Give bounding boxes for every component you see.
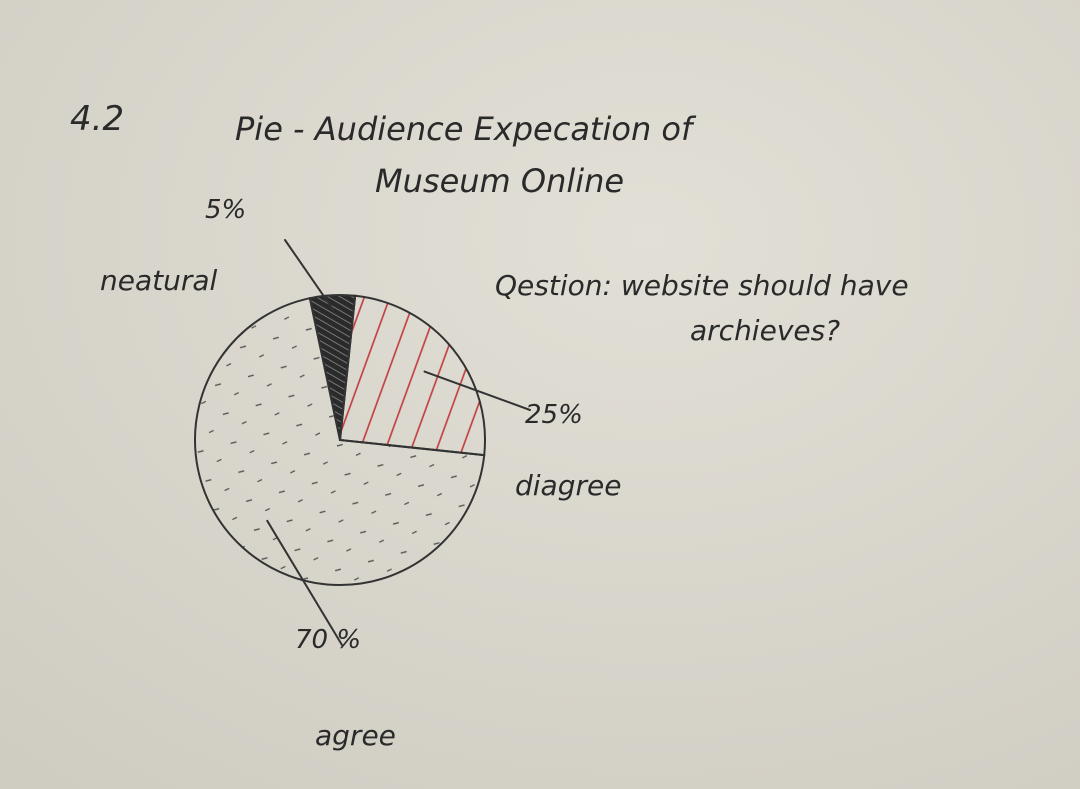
category-label: diagree [515,469,621,502]
chart-title: Pie - Audience Expecation of Museum Onlin… [235,110,697,200]
chart: Pie - Audience Expecation of Museum Onlin… [100,110,909,752]
category-label: neatural [100,264,218,297]
value-label: 5% [205,195,246,225]
category-label: agree [315,719,396,752]
pie-slice [338,294,486,457]
value-label: 70 % [295,625,361,655]
leader-line [423,370,531,411]
leader-line [284,239,335,311]
value-label: 25% [525,400,583,430]
pie-slice [194,296,486,586]
leader-line [266,519,343,646]
figure-number: 4.2 [70,99,124,139]
question: Qestion: website should have archieves? [495,269,909,347]
